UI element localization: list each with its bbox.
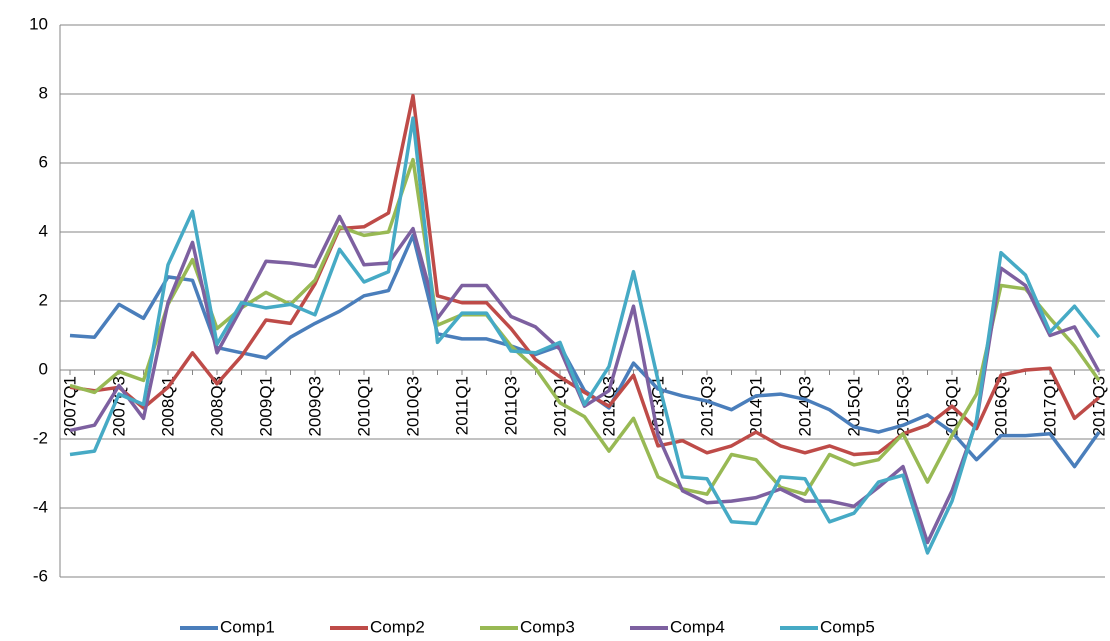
x-tick-label: 2016Q3: [991, 376, 1010, 437]
x-tick-label: 2017Q3: [1089, 376, 1108, 437]
x-tick-label: 2011Q1: [452, 376, 471, 435]
y-tick-label: -2: [33, 428, 48, 447]
x-tick-label: 2012Q1: [550, 376, 569, 437]
y-tick-label: 4: [39, 221, 48, 240]
series-line: [69, 157, 1101, 496]
legend-label: Comp1: [220, 617, 275, 636]
y-tick-label: 2: [39, 290, 48, 309]
x-tick-label: 2010Q3: [403, 376, 422, 437]
x-tick-label: 2017Q1: [1040, 376, 1059, 437]
x-tick-label: 2009Q1: [256, 376, 275, 437]
series-line: [69, 93, 1101, 457]
legend-label: Comp4: [670, 617, 725, 636]
legend-label: Comp5: [820, 617, 875, 636]
x-tick-label: 2008Q3: [207, 376, 226, 437]
x-tick-label: 2009Q3: [305, 376, 324, 437]
series-line: [69, 116, 1101, 555]
x-tick-label: 2011Q3: [501, 376, 520, 435]
y-tick-label: 6: [39, 152, 48, 171]
y-tick-label: -6: [33, 566, 48, 585]
y-tick-label: -4: [33, 497, 48, 516]
y-tick-label: 8: [39, 83, 48, 102]
x-tick-label: 2007Q1: [60, 376, 79, 437]
x-tick-label: 2014Q3: [795, 376, 814, 437]
y-tick-label: 10: [29, 14, 48, 33]
y-tick-label: 0: [39, 359, 48, 378]
x-tick-label: 2013Q3: [697, 376, 716, 437]
x-tick-label: 2015Q1: [844, 376, 863, 437]
x-tick-label: 2014Q1: [746, 376, 765, 437]
legend-label: Comp3: [520, 617, 575, 636]
x-tick-label: 2010Q1: [354, 376, 373, 437]
legend-label: Comp2: [370, 617, 425, 636]
